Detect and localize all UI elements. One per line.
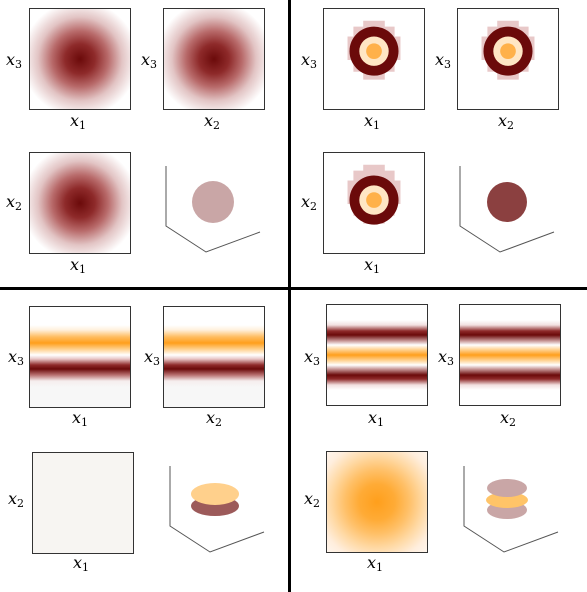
slice-x1-x3 bbox=[326, 304, 428, 406]
projection-3d bbox=[165, 166, 261, 253]
axis-label-x3: x3 bbox=[144, 347, 161, 369]
axis-label-x2: x2 bbox=[204, 111, 221, 133]
axis-label-x1: x1 bbox=[70, 255, 87, 277]
slice-x1-x2 bbox=[323, 152, 425, 254]
axis-label-x2: x2 bbox=[8, 489, 25, 511]
axis-label-x2: x2 bbox=[6, 192, 23, 214]
slice-x2-x3 bbox=[457, 8, 559, 110]
axis-label-x3: x3 bbox=[438, 347, 455, 369]
slice-x2-x3 bbox=[459, 304, 561, 406]
projection-3d bbox=[459, 166, 555, 253]
axis-label-x1: x1 bbox=[364, 111, 381, 133]
slice-x1-x2 bbox=[32, 452, 134, 554]
upper-disc bbox=[191, 483, 239, 505]
axis-label-x1: x1 bbox=[368, 408, 385, 430]
cube-axes bbox=[169, 466, 265, 553]
upper-disc bbox=[487, 479, 527, 497]
cube-axes bbox=[459, 166, 555, 253]
axis-label-x3: x3 bbox=[6, 50, 23, 72]
axis-label-x2: x2 bbox=[500, 408, 517, 430]
axis-label-x3: x3 bbox=[304, 347, 321, 369]
slice-x1-x3 bbox=[29, 8, 131, 110]
axis-label-x3: x3 bbox=[8, 347, 25, 369]
axis-label-x1: x1 bbox=[367, 553, 384, 575]
sphere-shape bbox=[487, 182, 527, 222]
axis-label-x3: x3 bbox=[141, 50, 158, 72]
axis-label-x2: x2 bbox=[304, 489, 321, 511]
slice-x2-x3 bbox=[163, 306, 265, 408]
axis-label-x2: x2 bbox=[301, 192, 318, 214]
axis-label-x1: x1 bbox=[73, 553, 90, 575]
axis-label-x3: x3 bbox=[301, 50, 318, 72]
vertical-divider bbox=[288, 0, 291, 592]
projection-3d bbox=[463, 466, 559, 553]
axis-label-x3: x3 bbox=[435, 50, 452, 72]
sphere-shape bbox=[192, 181, 234, 223]
slice-x2-x3 bbox=[163, 8, 265, 110]
slice-x1-x2 bbox=[29, 152, 131, 254]
slice-x1-x3 bbox=[323, 8, 425, 110]
axis-label-x2: x2 bbox=[498, 111, 515, 133]
cube-axes bbox=[463, 466, 559, 553]
axis-label-x2: x2 bbox=[206, 408, 223, 430]
cube-axes bbox=[165, 166, 261, 253]
axis-label-x1: x1 bbox=[70, 111, 87, 133]
middle-disc bbox=[486, 492, 528, 508]
slice-x1-x2 bbox=[326, 451, 428, 553]
axis-label-x1: x1 bbox=[72, 408, 89, 430]
horizontal-divider bbox=[0, 287, 587, 290]
axis-label-x1: x1 bbox=[364, 255, 381, 277]
projection-3d bbox=[169, 466, 265, 553]
slice-x1-x3 bbox=[29, 306, 131, 408]
